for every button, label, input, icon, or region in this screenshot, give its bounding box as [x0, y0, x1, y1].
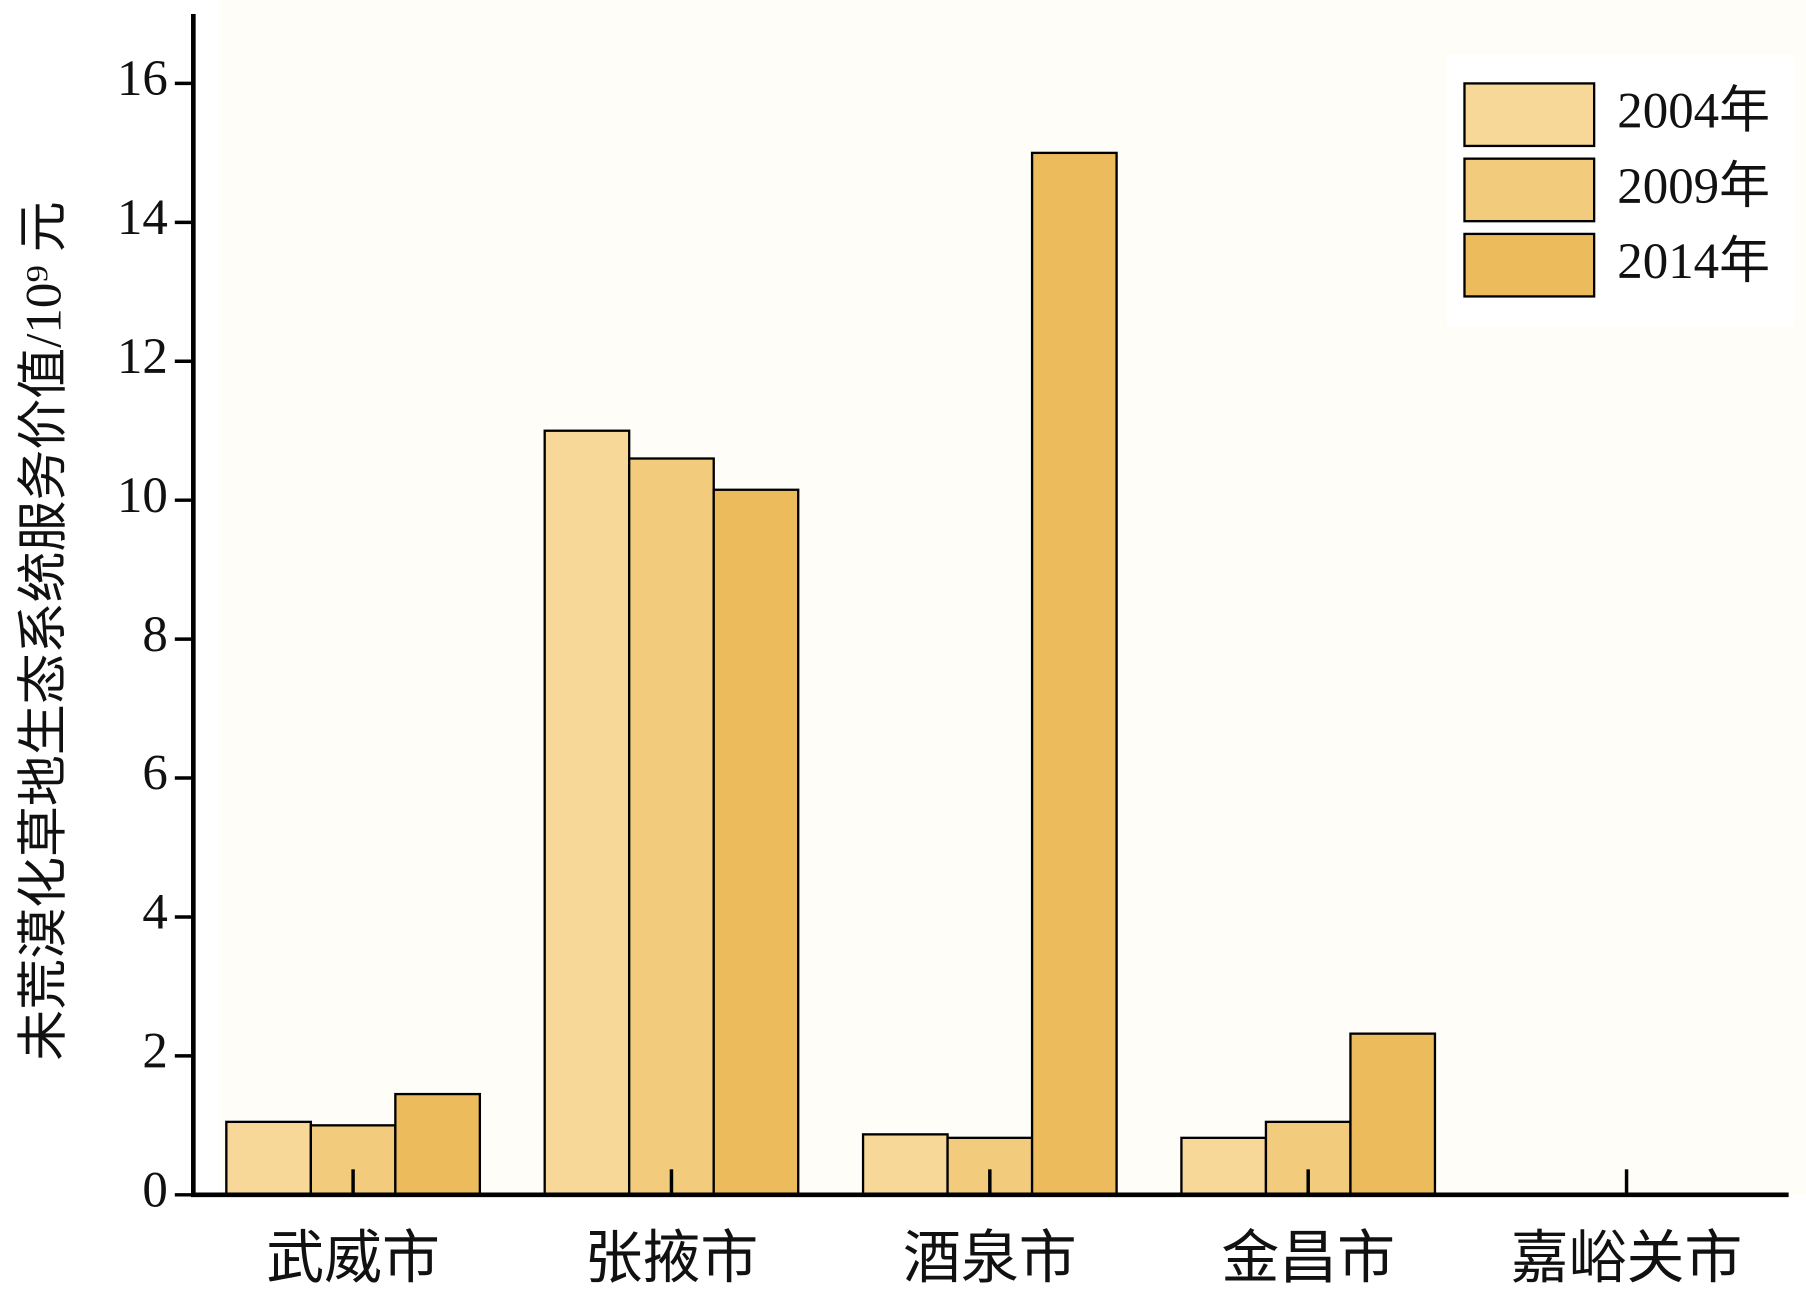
legend-label: 2004年 [1617, 84, 1770, 140]
x-tick-label: 金昌市 [1221, 1226, 1395, 1291]
x-tick-label: 武威市 [266, 1226, 440, 1291]
y-tick-label: 16 [117, 51, 168, 107]
y-tick-label: 10 [117, 468, 168, 524]
legend-label: 2009年 [1617, 159, 1770, 215]
bar [712, 488, 800, 1196]
y-axis-label: 未荒漠化草地生态系统服务价值/10⁹ 元 [16, 201, 72, 1060]
bar [394, 1092, 482, 1196]
bar [1030, 151, 1118, 1196]
bar [1349, 1032, 1437, 1196]
y-tick-label: 6 [142, 746, 167, 802]
x-tick-label: 张掖市 [585, 1226, 759, 1291]
bar [861, 1133, 949, 1196]
bar [225, 1120, 312, 1196]
y-tick-label: 8 [142, 607, 167, 663]
x-tick-label: 嘉峪关市 [1511, 1226, 1743, 1291]
x-tick-label: 酒泉市 [903, 1226, 1077, 1291]
y-tick-label: 0 [142, 1162, 167, 1218]
y-tick-label: 2 [142, 1024, 167, 1080]
legend-label: 2014年 [1617, 234, 1770, 290]
bar [1180, 1136, 1268, 1196]
legend-swatch [1463, 157, 1596, 223]
bar [628, 457, 715, 1196]
bar [543, 429, 631, 1196]
y-tick-label: 14 [117, 190, 168, 246]
y-tick-label: 12 [117, 329, 168, 385]
legend-swatch [1463, 232, 1596, 298]
y-tick-label: 4 [142, 885, 167, 941]
legend-swatch [1463, 82, 1596, 148]
